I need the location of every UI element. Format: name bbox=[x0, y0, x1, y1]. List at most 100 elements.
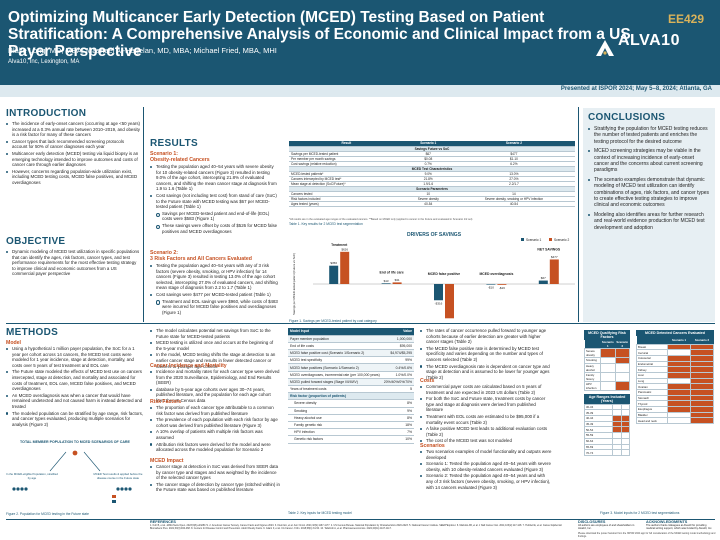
table-row: Heavy alcohol use 8% bbox=[288, 414, 414, 422]
model-list: Using a hypothetical 1 million payer pop… bbox=[6, 346, 144, 428]
table-header-cell bbox=[584, 340, 601, 349]
table-section-row: Savings Future vs SoC bbox=[289, 146, 575, 152]
table-row: Cancers intercepted by MCED test* 21.8% 27… bbox=[289, 176, 575, 182]
logo-text: ALVA10 bbox=[618, 32, 680, 49]
bar-2 bbox=[392, 282, 402, 284]
scenarios-list: Two scenarios examples of model function… bbox=[420, 449, 552, 491]
table-cell: Heavy alcohol bbox=[583, 362, 602, 373]
bullet-item: In the model, MCED testing shifts the st… bbox=[150, 352, 280, 369]
bullet-item: Testing the population aged 40–54 years … bbox=[150, 164, 278, 192]
poster-id: EE429 bbox=[668, 12, 705, 26]
bullet-item: Commercial payer costs are calculated ba… bbox=[420, 384, 552, 395]
grid-row: Heavy alcohol bbox=[583, 362, 630, 373]
table-cell: Cancers intercepted by MCED test* bbox=[289, 176, 404, 182]
table-header-cell: Scenario 1 bbox=[403, 141, 453, 147]
data-label: -$316 bbox=[435, 301, 443, 305]
population-figure: TOTAL MEMBER POPULATION TO MCED SCENARIO… bbox=[6, 440, 144, 510]
excluded-cell bbox=[600, 371, 616, 382]
grid-row: 60-64 bbox=[583, 437, 631, 445]
table-cell: 1.9/1.6 bbox=[403, 181, 453, 187]
grid-row: Pancreatic bbox=[635, 389, 714, 396]
bullet-item: The modeled population can be stratified… bbox=[6, 411, 144, 428]
bar-1 bbox=[486, 284, 496, 285]
alva10-logo: ALVA10 bbox=[596, 32, 716, 60]
table-cell: MCED false positives (Scenario 1/Scenari… bbox=[288, 363, 382, 372]
included-cell bbox=[690, 389, 714, 396]
table-row: Payer member population 1,000,000 bbox=[288, 335, 414, 343]
grid-row: Liver bbox=[635, 371, 714, 379]
bullet-item: The rates of cancer occurrence pulled fo… bbox=[420, 328, 552, 345]
table-cell: Cost savings (relative reduction) bbox=[289, 161, 404, 167]
table-cell: 70-74 bbox=[583, 449, 614, 456]
table-cell: 5 bbox=[381, 385, 414, 394]
grid-row: Esophagus bbox=[635, 406, 714, 413]
category-label: MCED overdiagnosis bbox=[479, 272, 513, 276]
table-cell: Severe obesity, smoking or HPV infection bbox=[452, 196, 575, 202]
table-cell: Savings per MCED-tested patient bbox=[289, 151, 404, 157]
table-header-cell: Scenario 1 bbox=[600, 340, 615, 349]
bullet-item: For both the SoC and Future state, treat… bbox=[420, 396, 552, 413]
table-cell: Cervical bbox=[635, 349, 669, 356]
table-row: Mean stage at detection (SoC/Future)* 1.9… bbox=[289, 181, 575, 187]
acknowledgments-text: The authors thank colleagues at Alva10 f… bbox=[646, 524, 713, 531]
conclusions-list: Stratifying the population for MCED test… bbox=[583, 126, 715, 231]
chart-title: DRIVERS OF SAVINGS bbox=[407, 232, 462, 238]
table-cell: 0.4%/0.6% bbox=[381, 363, 414, 372]
bullet-item: The scenario examples demonstrate that d… bbox=[588, 177, 710, 209]
table-cell: 8% bbox=[381, 399, 414, 408]
bullet-item: MCED testing is utilized once and occurs… bbox=[150, 340, 280, 351]
table-cell: $4,974/$5,295 bbox=[381, 349, 414, 358]
table-cell: $1.10 bbox=[452, 156, 575, 162]
included-cell bbox=[690, 411, 714, 419]
excluded-cell bbox=[667, 417, 691, 425]
bullet-item: Scenario 2: Tested the population aged 4… bbox=[420, 473, 552, 490]
bar-1 bbox=[381, 283, 391, 284]
scenario1-list: Testing the population aged 40–54 years … bbox=[150, 164, 278, 235]
bullet-item: The MCED false positive rate is determin… bbox=[420, 346, 552, 363]
cancer-grid-table: Scenario 1 Scenario 2 Breast Cervical Colore… bbox=[635, 336, 714, 425]
bullet-item: database by 5-year age cohorts over ages… bbox=[150, 387, 280, 404]
grid-row: Family history bbox=[583, 371, 630, 382]
disclosures: DISCLOSURES All authors are employees of… bbox=[578, 520, 638, 530]
figure2-left-label: In the MCED-eligible Population, stratif… bbox=[6, 472, 58, 480]
model-title: Model bbox=[6, 340, 21, 346]
table1-caption: Table 1. Key results for 2 MCED test seg… bbox=[289, 222, 363, 226]
section-divider bbox=[6, 323, 715, 324]
handout-note: Please download the poster handout from … bbox=[578, 532, 716, 538]
legend-swatch bbox=[521, 238, 524, 241]
table-cell: 9% bbox=[381, 407, 414, 415]
costs-title: Costs bbox=[420, 378, 435, 384]
table-cell: 9.0% bbox=[403, 171, 453, 177]
risk-factors-title: Risk Factors bbox=[150, 399, 182, 405]
table-cell: Genetic risk factors bbox=[288, 435, 382, 444]
bullet-item: Treatment and EOL savings were $960, whi… bbox=[156, 299, 278, 316]
table-cell: 21.8% bbox=[403, 176, 453, 182]
table-cell: $477 bbox=[452, 151, 575, 157]
age-grid-table: 30-34 35-39 40-44 45-49 50-54 55-59 60-64 65-69… bbox=[583, 403, 631, 456]
table-cell: Lung bbox=[635, 377, 669, 385]
table-row: MCED-tested patients* 9.0% 13.0% bbox=[289, 171, 575, 177]
table-header-cell: Scenario 2 bbox=[452, 141, 575, 147]
bullet-item: MCED screening strategies may be viable … bbox=[588, 148, 710, 174]
table-cell: 10% bbox=[381, 435, 414, 444]
excluded-cell bbox=[620, 437, 631, 445]
grid-row: 45-49 bbox=[583, 420, 631, 428]
conclusions-heading: CONCLUSIONS bbox=[588, 112, 666, 123]
included-cell bbox=[690, 343, 714, 351]
table-cell: 1,000,000 bbox=[381, 335, 414, 343]
table-row: MCED test specificity 99% bbox=[288, 356, 414, 365]
table-row: Cost savings (relative reduction) 0.7% 6.2… bbox=[289, 161, 575, 167]
grid-row: 35-39 bbox=[583, 409, 631, 417]
results-table: Result Scenario 1 Scenario 2 Savings Future… bbox=[289, 141, 575, 207]
grid-row: 55-59 bbox=[583, 432, 631, 439]
column-divider bbox=[578, 107, 579, 322]
bar-2 bbox=[549, 259, 559, 284]
bullet-item: Attribution risk factors were derived fo… bbox=[150, 442, 280, 453]
included-cell bbox=[600, 348, 616, 358]
column-divider bbox=[143, 107, 144, 322]
bullet-item: The proportion of each cancer type attri… bbox=[150, 405, 280, 416]
table-row: Cancers tested 10 14 bbox=[289, 191, 575, 197]
bullet-item: Testing the population aged 40–54 years … bbox=[150, 263, 278, 291]
scenario2-title: Scenario 2: bbox=[150, 250, 178, 256]
table-cell: Bladder bbox=[635, 411, 669, 419]
